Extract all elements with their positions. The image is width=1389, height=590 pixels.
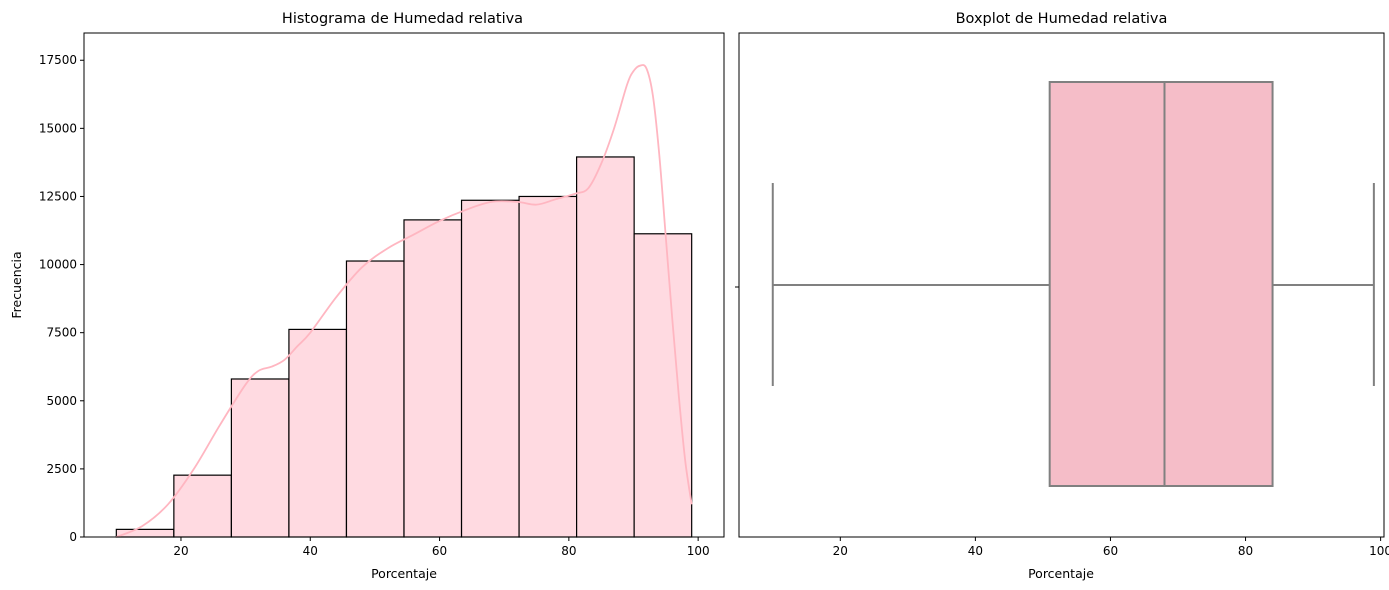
histogram-y-tick-label: 0	[69, 530, 77, 544]
boxplot-x-tick-label: 80	[1238, 544, 1253, 558]
histogram-x-tick-label: 20	[173, 544, 188, 558]
histogram-y-tick-label: 5000	[46, 394, 77, 408]
boxplot-panel: Boxplot de Humedad relativa 20 40 60 80 100 …	[735, 11, 1389, 581]
boxplot-x-tick-label: 100	[1369, 544, 1389, 558]
boxplot-x-ticks: 20 40 60 80 100	[833, 537, 1389, 558]
boxplot-x-tick-label: 20	[833, 544, 848, 558]
histogram-y-tick-label: 7500	[46, 326, 77, 340]
histogram-axes-frame	[83, 32, 725, 538]
histogram-x-tick-label: 60	[432, 544, 447, 558]
boxplot-axes-frame	[738, 32, 1385, 538]
histogram-title: Histograma de Humedad relativa	[282, 11, 523, 27]
histogram-y-tick-label: 10000	[39, 258, 77, 272]
histogram-x-tick-label: 100	[687, 544, 710, 558]
histogram-x-tick-label: 40	[303, 544, 318, 558]
histogram-y-tick-label: 12500	[39, 189, 77, 203]
histogram-y-axis-label: Frecuencia	[9, 251, 24, 318]
kde-curve	[115, 64, 693, 538]
histogram-y-ticks: 0 2500 5000 7500 10000 12500 15000 17500	[39, 53, 84, 544]
histogram-y-tick-label: 17500	[39, 53, 77, 67]
histogram-x-tick-label: 80	[561, 544, 576, 558]
histogram-bars	[115, 156, 693, 538]
histogram-x-axis-label: Porcentaje	[371, 566, 437, 581]
histogram-bar	[403, 219, 463, 538]
histogram-y-tick-label: 2500	[46, 462, 77, 476]
histogram-bar	[288, 328, 348, 538]
boxplot-title: Boxplot de Humedad relativa	[956, 11, 1168, 27]
boxplot-shapes	[771, 81, 1375, 487]
histogram-x-ticks: 20 40 60 80 100	[173, 537, 710, 558]
histogram-bar	[345, 260, 405, 538]
histogram-bar	[518, 195, 578, 538]
histogram-y-tick-label: 15000	[39, 121, 77, 135]
boxplot-x-tick-label: 60	[1103, 544, 1118, 558]
histogram-bar	[576, 156, 635, 538]
histogram-bar	[230, 378, 290, 538]
histogram-bar	[633, 233, 693, 538]
boxplot-box	[1048, 81, 1274, 487]
histogram-panel: Histograma de Humedad relativa 20 40 60 80 1…	[9, 11, 725, 581]
boxplot-x-tick-label: 40	[968, 544, 983, 558]
boxplot-x-axis-label: Porcentaje	[1028, 566, 1094, 581]
histogram-bar	[460, 199, 520, 538]
